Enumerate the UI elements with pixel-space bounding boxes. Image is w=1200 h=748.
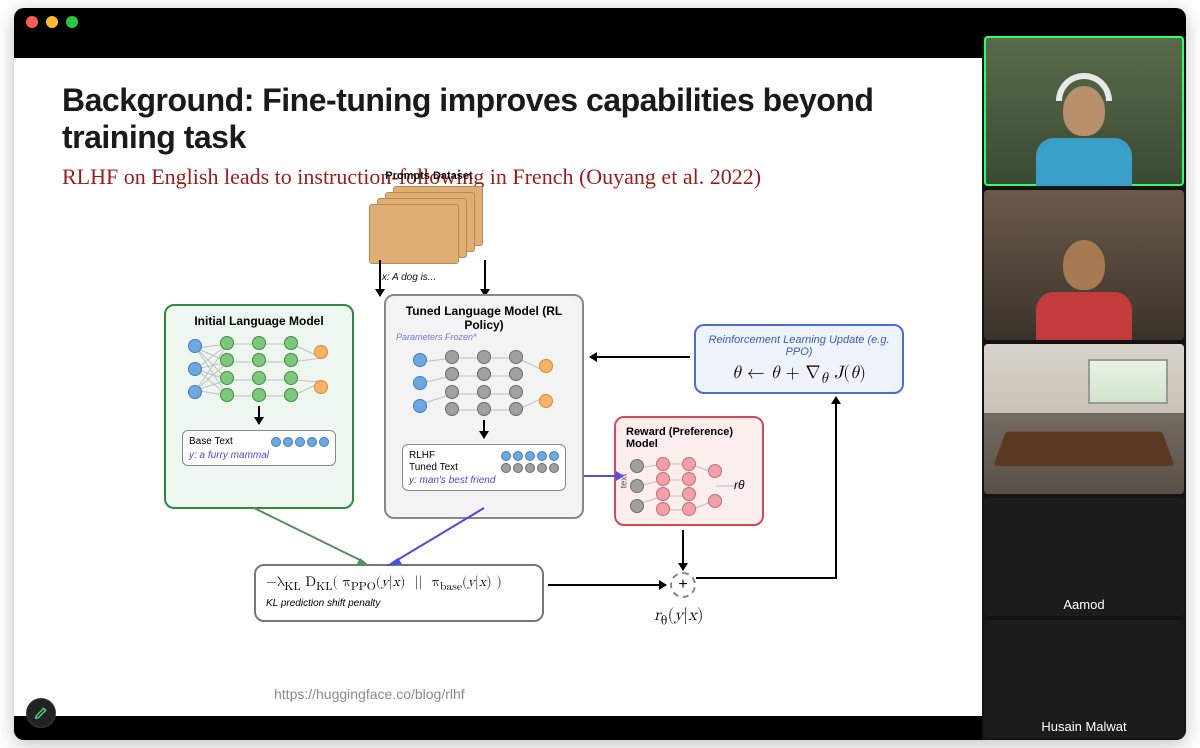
participant-tile[interactable] <box>984 190 1184 340</box>
participant-tile[interactable]: Husain Malwat <box>984 620 1184 738</box>
initial-lm-panel: Initial Language Model <box>164 304 354 509</box>
close-window-icon[interactable] <box>26 16 38 28</box>
arrow-icon <box>483 420 485 438</box>
arrow-icon <box>254 508 494 568</box>
pencil-icon <box>33 705 49 721</box>
annotate-button[interactable] <box>26 698 56 728</box>
content-area: Background: Fine-tuning improves capabil… <box>14 36 1186 740</box>
arrow-icon <box>484 260 486 296</box>
prompts-label: Prompts Dataset <box>369 170 489 182</box>
tuned-lm-title: Tuned Language Model (RL Policy) <box>396 304 572 332</box>
kl-caption: KL prediction shift penalty <box>266 598 532 609</box>
arrow-icon <box>696 398 896 578</box>
participant-tile[interactable] <box>984 36 1184 186</box>
arrow-icon <box>590 356 690 358</box>
nn-icon <box>409 348 559 418</box>
citation-url: https://huggingface.co/blog/rlhf <box>274 686 465 702</box>
base-text-example: y: a furry mammal <box>189 450 329 461</box>
tuned-lm-panel: Tuned Language Model (RL Policy) Paramet… <box>384 294 584 519</box>
participant-name: Husain Malwat <box>984 719 1184 734</box>
maximize-window-icon[interactable] <box>66 16 78 28</box>
arrow-icon <box>682 530 684 570</box>
rlhf-label: RLHF <box>409 450 435 461</box>
initial-lm-title: Initial Language Model <box>176 314 342 328</box>
kl-penalty-box: −λKL DKL( πPPO(y|x) || πbase(y|x) ) KL p… <box>254 564 544 622</box>
slide-title: Background: Fine-tuning improves capabil… <box>62 82 952 156</box>
shared-screen: Background: Fine-tuning improves capabil… <box>14 36 982 740</box>
participant-tile[interactable] <box>984 344 1184 494</box>
window-titlebar <box>14 8 1186 36</box>
base-text-box: Base Text y: a furry mammal <box>182 430 336 466</box>
arrow-icon <box>258 406 260 424</box>
tuned-text-label: Tuned Text <box>409 462 458 473</box>
participants-sidebar: Aamod Husain Malwat <box>982 36 1186 740</box>
prompt-example: x: A dog is... <box>354 272 464 283</box>
minimize-window-icon[interactable] <box>46 16 58 28</box>
rlhf-diagram: Prompts Dataset x: A dog is... Initial L… <box>154 176 934 676</box>
tuned-lm-note: Parameters Frozen* <box>396 332 572 342</box>
arrow-icon <box>379 260 381 296</box>
rl-update-title: Reinforcement Learning Update (e.g. PPO) <box>706 334 892 358</box>
participant-name: Aamod <box>984 597 1184 612</box>
reward-formula: rθ(y|x) <box>654 606 704 629</box>
arrow-icon <box>548 584 666 586</box>
arrow-icon <box>584 466 624 486</box>
tuned-text-example: y: man's best friend <box>409 475 559 486</box>
tuned-text-box: RLHF Tuned Text y: man's best friend <box>402 444 566 491</box>
base-text-label: Base Text <box>189 436 233 447</box>
prompts-dataset-icon <box>369 186 489 258</box>
nn-icon <box>184 334 334 404</box>
plus-node: + <box>670 572 696 598</box>
app-window: Background: Fine-tuning improves capabil… <box>14 8 1186 740</box>
presentation-slide: Background: Fine-tuning improves capabil… <box>14 58 982 716</box>
rl-update-panel: Reinforcement Learning Update (e.g. PPO)… <box>694 324 904 394</box>
participant-tile[interactable]: Aamod <box>984 498 1184 616</box>
